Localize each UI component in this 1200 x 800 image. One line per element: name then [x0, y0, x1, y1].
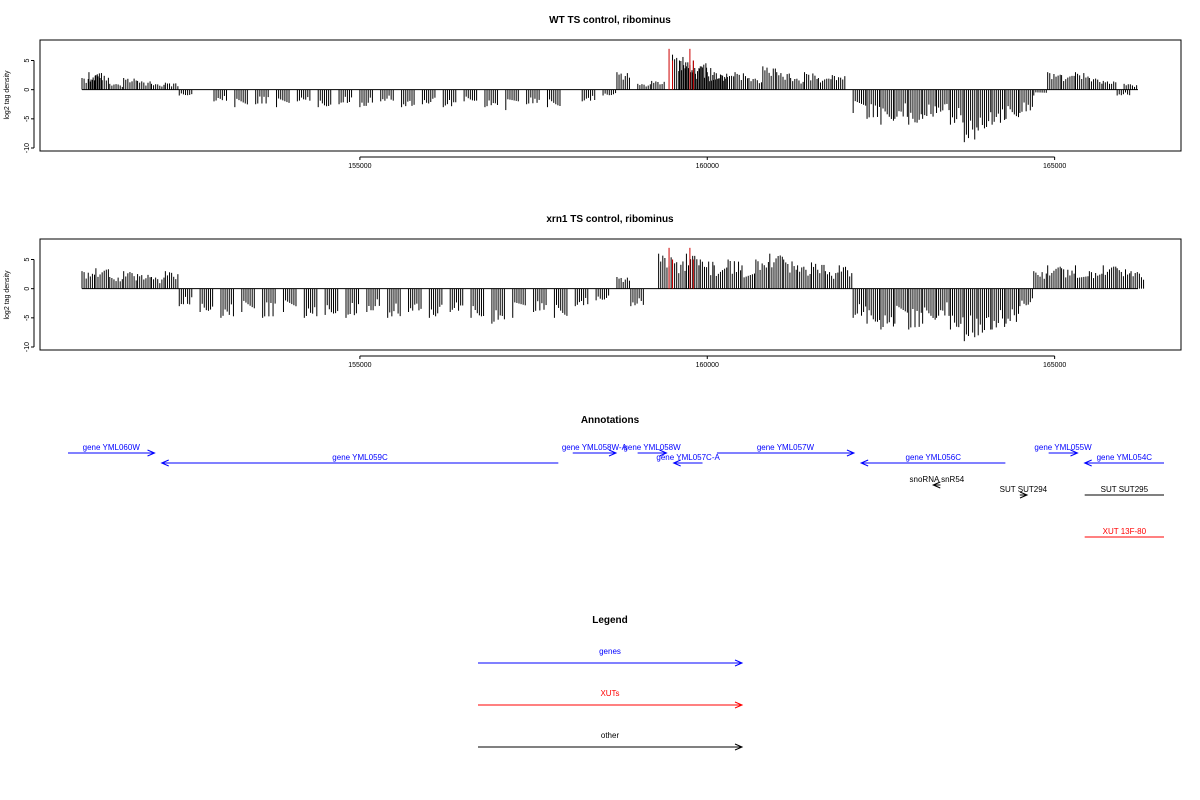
annotation-arrowhead-2	[608, 449, 618, 457]
legend-label-2: other	[601, 731, 620, 740]
xrn1-y-tick-label-0: -10	[24, 342, 31, 352]
xrn1-panel: xrn1 TS control, ribominus log2 tag dens…	[4, 214, 1182, 369]
annotation-arrowhead-7	[931, 481, 941, 489]
wt-ylabel: log2 tag density	[4, 70, 11, 120]
legend-panel: Legend genes XUTs other	[478, 615, 744, 751]
annotation-arrowhead-8	[1019, 491, 1029, 499]
wt-bars-group	[81, 48, 1138, 143]
annotation-arrowhead-10	[1083, 459, 1092, 467]
annotation-label-5: gene YML057W	[757, 443, 815, 452]
xrn1-plot-frame	[39, 238, 1182, 351]
annotation-label-6: gene YML056C	[906, 453, 962, 462]
annotation-label-0: gene YML060W	[83, 443, 141, 452]
xrn1-x-tick-label-2: 165000	[1043, 362, 1066, 369]
annotation-arrowhead-6	[859, 459, 869, 467]
legend-label-1: XUTs	[600, 689, 619, 698]
legend-arrowhead-0	[734, 659, 744, 667]
legend-arrowhead-1	[734, 701, 744, 709]
xrn1-x-tick-label-1: 160000	[696, 362, 719, 369]
annotation-label-8: SUT SUT294	[1000, 485, 1048, 494]
wt-x-tick-label-1: 160000	[696, 163, 719, 170]
wt-y-tick-label-2: 0	[24, 88, 31, 92]
legend-arrowhead-2	[734, 743, 744, 751]
annotation-arrowhead-0	[147, 449, 156, 457]
xrn1-x-tick-label-0: 155000	[348, 362, 371, 369]
annotation-label-7: snoRNA snR54	[910, 475, 965, 484]
wt-plot-frame	[39, 39, 1182, 152]
annotation-label-3: gene YML058W	[623, 443, 681, 452]
xrn1-y-tick-label-2: 0	[24, 287, 31, 291]
wt-y-tick-label-3: 5	[24, 58, 31, 62]
legend-title: Legend	[592, 615, 628, 626]
annotations-panel: Annotations gene YML060W gene YML059C gene…	[68, 415, 1164, 538]
xrn1-panel-title: xrn1 TS control, ribominus	[546, 214, 674, 225]
annotation-arrowhead-4	[672, 459, 681, 467]
annotation-label-1: gene YML059C	[332, 453, 388, 462]
xrn1-axes-group: -10 -5 0 5 155000 160000 165000	[24, 257, 1066, 369]
wt-panel-title: WT TS control, ribominus	[549, 15, 671, 26]
xrn1-ylabel: log2 tag density	[4, 270, 11, 320]
annotation-label-10: gene YML054C	[1097, 453, 1153, 462]
wt-x-tick-label-2: 165000	[1043, 163, 1066, 170]
annotation-arrowhead-1	[160, 459, 169, 467]
xrn1-bars-group	[81, 247, 1145, 342]
wt-y-tick-label-1: -5	[24, 116, 31, 122]
annotation-label-12: XUT 13F-80	[1103, 527, 1147, 536]
legend-label-0: genes	[599, 647, 621, 656]
annotation-label-2: gene YML058W-A	[562, 443, 628, 452]
annotation-label-9: gene YML055W	[1034, 443, 1092, 452]
annotation-arrowhead-5	[846, 449, 856, 457]
annotations-title: Annotations	[581, 415, 640, 426]
wt-y-tick-label-0: -10	[24, 143, 31, 153]
annotation-label-11: SUT SUT295	[1101, 485, 1149, 494]
wt-panel: WT TS control, ribominus log2 tag densit…	[4, 15, 1182, 170]
annotation-label-4: gene YML057C-A	[656, 453, 720, 462]
wt-axes-group: -10 -5 0 5 155000 160000 165000	[24, 58, 1066, 170]
legend-group: genes XUTs other	[478, 647, 744, 751]
annotation-arrowhead-3	[659, 449, 668, 457]
xrn1-y-tick-label-3: 5	[24, 257, 31, 261]
wt-x-tick-label-0: 155000	[348, 163, 371, 170]
annotation-arrowhead-9	[1070, 449, 1079, 457]
xrn1-y-tick-label-1: -5	[24, 315, 31, 321]
